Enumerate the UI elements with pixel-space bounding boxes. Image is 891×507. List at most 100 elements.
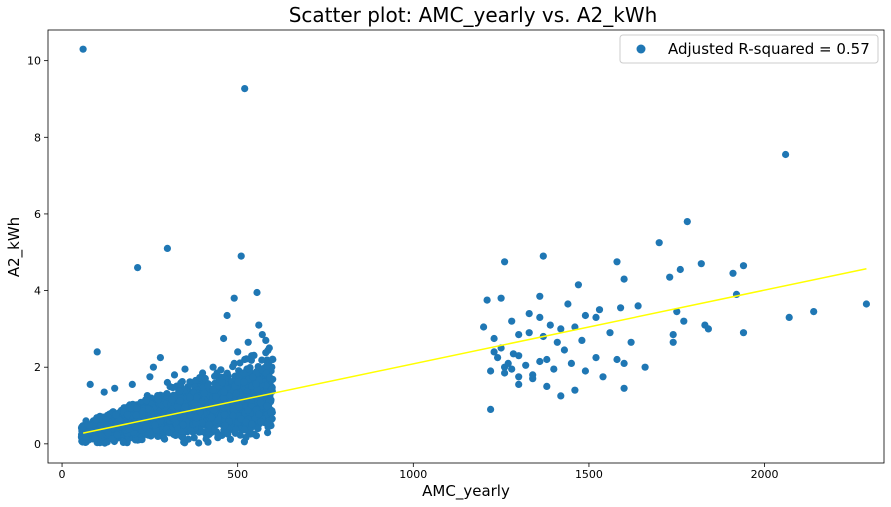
data-point: [262, 349, 270, 357]
data-point: [560, 346, 569, 354]
data-point: [111, 384, 119, 392]
data-point: [195, 439, 203, 447]
data-point: [218, 378, 226, 387]
data-point: [497, 294, 505, 302]
data-point: [229, 363, 237, 371]
data-point: [782, 150, 790, 159]
data-point: [480, 323, 488, 331]
data-point: [220, 388, 228, 396]
data-point: [536, 313, 544, 321]
data-point: [553, 338, 561, 346]
data-point: [704, 325, 713, 333]
data-point: [134, 264, 142, 272]
data-point: [235, 403, 243, 411]
data-point: [229, 411, 237, 420]
data-point: [92, 416, 100, 424]
data-point: [729, 269, 737, 277]
chart-title: Scatter plot: AMC_yearly vs. A2_kWh: [289, 3, 658, 27]
data-point: [264, 429, 272, 437]
y-tick-label: 8: [34, 131, 41, 144]
data-point: [163, 244, 171, 252]
data-point: [240, 438, 248, 446]
data-point: [104, 429, 112, 437]
data-point: [93, 348, 101, 356]
data-point: [209, 386, 217, 394]
data-point: [509, 350, 517, 358]
data-point: [127, 404, 135, 412]
data-point: [515, 373, 523, 381]
data-point: [581, 311, 590, 320]
data-point: [862, 300, 871, 308]
data-point: [592, 313, 600, 321]
data-point: [212, 393, 220, 401]
data-point: [170, 371, 179, 379]
regression-line: [82, 267, 867, 434]
data-point: [119, 438, 127, 446]
data-point: [172, 431, 180, 439]
data-point: [112, 411, 120, 419]
data-point: [154, 392, 162, 400]
data-point: [508, 365, 516, 373]
data-point: [132, 411, 140, 419]
data-point: [263, 402, 271, 410]
data-point: [82, 433, 90, 441]
data-point: [606, 329, 614, 337]
data-point: [627, 338, 635, 346]
data-point: [198, 419, 206, 427]
data-point: [192, 419, 200, 427]
data-point: [236, 359, 244, 367]
data-point: [192, 414, 200, 422]
data-point: [128, 380, 136, 388]
data-point: [156, 354, 164, 362]
data-point: [266, 373, 274, 382]
data-point: [641, 363, 649, 371]
data-point: [543, 382, 551, 390]
legend-marker: [636, 44, 646, 54]
data-point: [214, 416, 222, 424]
data-point: [525, 310, 533, 318]
data-point: [240, 378, 248, 386]
x-tick-label: 0: [59, 468, 66, 481]
data-point: [256, 399, 265, 407]
data-point: [179, 412, 187, 420]
data-point: [620, 275, 628, 283]
plot-frame: [47, 29, 885, 464]
data-point: [221, 421, 229, 429]
data-point: [91, 434, 99, 442]
data-point: [494, 354, 502, 362]
data-point: [160, 434, 168, 442]
data-point: [131, 436, 140, 444]
data-point: [204, 382, 212, 390]
data-point: [634, 302, 642, 310]
data-point: [151, 421, 159, 429]
data-point: [255, 410, 263, 418]
data-point: [250, 351, 258, 359]
data-point: [258, 356, 266, 364]
data-point: [557, 392, 565, 400]
data-point: [223, 429, 231, 437]
data-point: [176, 387, 184, 395]
data-point: [223, 311, 231, 320]
data-point: [101, 439, 109, 447]
data-point: [683, 218, 691, 226]
data-point: [187, 427, 195, 435]
data-point: [181, 365, 189, 373]
data-point: [165, 429, 173, 437]
data-point: [86, 380, 94, 388]
data-point: [142, 396, 150, 405]
data-point: [487, 367, 495, 375]
data-point: [168, 395, 176, 404]
data-point: [264, 419, 273, 427]
data-point: [230, 294, 238, 302]
data-point: [240, 426, 249, 434]
data-point: [113, 431, 121, 439]
data-point: [123, 411, 132, 419]
data-point: [564, 300, 572, 308]
y-axis-ticks: 0 2 4 6 8 10: [27, 55, 48, 451]
data-point: [194, 402, 202, 410]
data-point: [201, 374, 209, 383]
data-point: [254, 425, 262, 433]
data-point: [508, 317, 516, 325]
data-point: [697, 260, 705, 268]
